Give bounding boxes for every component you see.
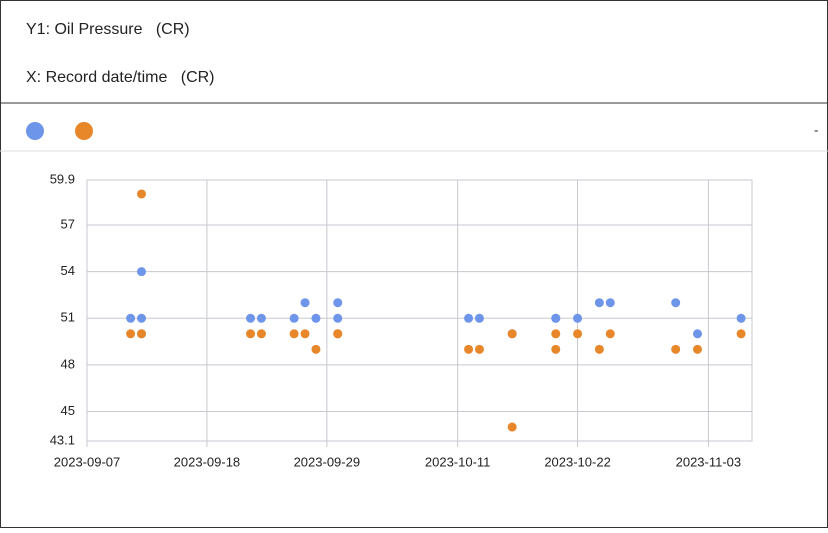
x-tick-label: 2023-09-29 <box>294 454 361 469</box>
point <box>474 344 484 354</box>
point <box>464 313 474 323</box>
point <box>573 313 583 323</box>
y-axis-field: Y1: Oil Pressure (CR) <box>26 21 190 38</box>
point <box>464 344 474 354</box>
y-tick-label: 59.9 <box>50 171 75 186</box>
legend-marker <box>26 122 44 140</box>
point <box>333 298 343 308</box>
x-tick-label: 2023-10-11 <box>425 454 491 469</box>
point <box>573 329 583 339</box>
point <box>137 329 147 339</box>
point <box>551 344 561 354</box>
point <box>594 344 604 354</box>
y-tick-label: 54 <box>61 263 75 278</box>
x-tick-label: 2023-10-22 <box>544 454 611 469</box>
legend-marker <box>75 122 93 140</box>
point <box>605 298 615 308</box>
legend-note: - <box>814 122 818 137</box>
point <box>736 329 746 339</box>
point <box>692 344 702 354</box>
point <box>333 313 343 323</box>
y-tick-label: 48 <box>61 356 75 371</box>
point <box>692 329 702 339</box>
point <box>300 298 310 308</box>
point <box>256 313 266 323</box>
y-tick-label: 57 <box>61 216 75 231</box>
point <box>137 189 147 199</box>
point <box>289 329 299 339</box>
y-tick-label: 45 <box>61 403 75 418</box>
point <box>671 344 681 354</box>
point <box>256 329 266 339</box>
point <box>474 313 484 323</box>
x-tick-label: 2023-09-07 <box>54 454 121 469</box>
y-tick-label: 43.1 <box>50 432 75 447</box>
point <box>551 329 561 339</box>
point <box>126 329 136 339</box>
point <box>126 313 136 323</box>
point <box>507 329 517 339</box>
point <box>311 344 321 354</box>
x-tick-label: 2023-09-18 <box>174 454 241 469</box>
point <box>300 329 310 339</box>
y-tick-label: 51 <box>61 310 75 325</box>
point <box>137 313 147 323</box>
point <box>736 313 746 323</box>
x-axis-field: X: Record date/time (CR) <box>26 69 215 86</box>
point <box>246 313 256 323</box>
point <box>671 298 681 308</box>
point <box>594 298 604 308</box>
point <box>137 267 147 277</box>
x-tick-label: 2023-11-03 <box>676 454 742 469</box>
point <box>311 313 321 323</box>
point <box>246 329 256 339</box>
point <box>551 313 561 323</box>
point <box>507 422 517 432</box>
point <box>333 329 343 339</box>
point <box>289 313 299 323</box>
point <box>605 329 615 339</box>
